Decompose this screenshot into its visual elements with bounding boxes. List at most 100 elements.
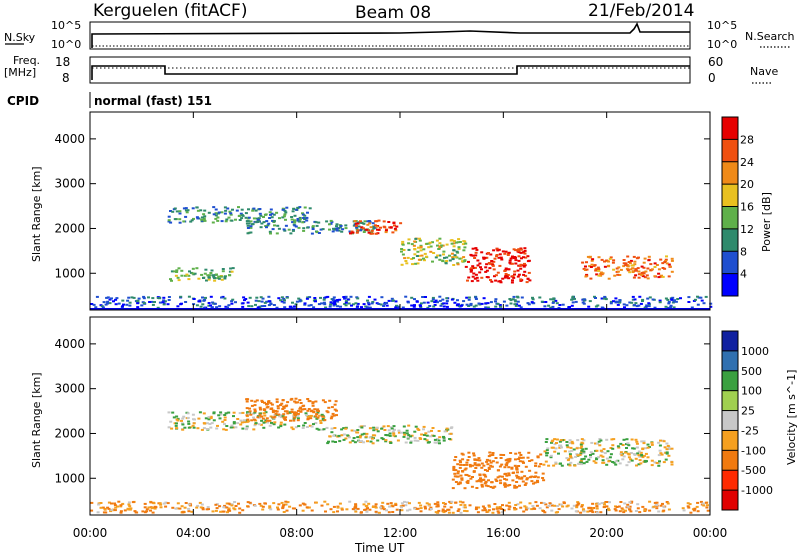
velocity-cell — [271, 411, 275, 414]
velocity-cell — [554, 461, 558, 464]
velocity-cell — [599, 439, 603, 442]
power-cell — [583, 269, 587, 271]
velocity-cell — [640, 454, 644, 457]
velocity-cell — [666, 444, 670, 447]
velocity-cell — [215, 507, 219, 510]
velocity-cell — [620, 507, 624, 510]
velocity-cell — [309, 417, 313, 420]
power-cell — [502, 300, 506, 303]
nsky-frame — [89, 21, 691, 50]
velocity-cell — [464, 473, 468, 476]
velocity-cell — [555, 442, 558, 444]
velocity-cell — [245, 428, 248, 431]
power-cell — [259, 296, 263, 299]
velocity-cell — [576, 501, 580, 504]
power-cell — [212, 213, 216, 216]
power-cell — [307, 304, 311, 307]
power-cell — [428, 241, 432, 244]
velocity-cell — [660, 453, 664, 456]
power-cell — [126, 299, 130, 302]
velocity-cell — [544, 503, 548, 506]
velocity-cell — [544, 460, 548, 463]
power-cell — [255, 220, 259, 223]
power-cell — [465, 303, 469, 306]
velocity-cell — [572, 448, 576, 451]
velocity-cell — [553, 450, 557, 453]
power-cell — [609, 256, 613, 259]
power-cell — [495, 254, 499, 256]
velocity-cell — [569, 456, 573, 459]
power-cell — [394, 306, 398, 309]
power-cell — [618, 299, 622, 302]
velocity-cell — [240, 421, 244, 424]
velocity-cell — [368, 508, 372, 511]
power-cell — [314, 221, 318, 224]
power-cell — [196, 209, 200, 212]
power-cell — [117, 302, 121, 305]
power-cell — [371, 301, 375, 303]
power-cell — [452, 240, 456, 242]
velocity-cell — [569, 446, 573, 449]
velocity-cell — [475, 480, 479, 483]
power-cell — [590, 259, 594, 262]
power-cell — [148, 301, 152, 303]
power-cell — [231, 298, 235, 301]
velocity-cell — [253, 418, 256, 421]
velocity-cell — [443, 502, 447, 505]
power-cell — [362, 231, 366, 233]
velocity-cell — [243, 421, 247, 424]
velocity-cell — [425, 502, 429, 505]
velocity-cell — [701, 502, 705, 505]
velocity-cell — [232, 422, 236, 425]
power-cell — [526, 255, 530, 258]
power-cell — [522, 264, 525, 267]
power-colorbar-swatch — [722, 228, 738, 252]
velocity-cell — [559, 462, 562, 465]
power-cell — [356, 229, 360, 232]
power-cell — [423, 252, 427, 255]
power-cell — [229, 212, 233, 215]
power-cell — [612, 268, 616, 271]
power-cell — [453, 254, 457, 257]
power-cell — [494, 279, 498, 282]
velocity-cell — [601, 455, 605, 458]
power-cell — [634, 302, 638, 305]
velocity-cell — [388, 505, 392, 508]
velocity-cell — [345, 508, 349, 511]
power-cell — [260, 222, 264, 225]
power-cell — [406, 256, 410, 259]
power-cell — [101, 306, 105, 309]
power-cell — [199, 305, 203, 308]
velocity-cell — [406, 436, 410, 439]
power-cell — [281, 207, 285, 210]
velocity-cell — [286, 501, 290, 504]
velocity-cell — [456, 483, 460, 486]
velocity-cell — [372, 426, 376, 429]
velocity-cell — [296, 409, 300, 412]
power-cell — [366, 229, 370, 232]
velocity-cell — [617, 505, 621, 508]
velocity-cell — [559, 444, 563, 447]
power-cell — [383, 226, 387, 229]
power-cell — [457, 304, 461, 307]
power-cell — [202, 277, 205, 279]
velocity-cell — [121, 502, 125, 505]
velocity-cell — [639, 462, 643, 465]
power-cell — [337, 229, 341, 232]
power-cell — [515, 303, 519, 306]
power-cell — [284, 224, 288, 227]
velocity-cell — [246, 418, 250, 421]
velocity-cell — [601, 461, 605, 464]
power-cell — [315, 231, 319, 234]
power-cell — [285, 296, 289, 299]
power-cell — [549, 306, 553, 309]
freq-tick-bottom: 8 — [62, 71, 70, 85]
velocity-cell — [558, 440, 562, 443]
velocity-cell — [467, 474, 471, 477]
power-cell — [417, 258, 421, 261]
velocity-cell — [257, 423, 261, 426]
velocity-cell — [429, 435, 433, 438]
velocity-cell — [387, 511, 391, 514]
power-cell — [643, 306, 647, 309]
